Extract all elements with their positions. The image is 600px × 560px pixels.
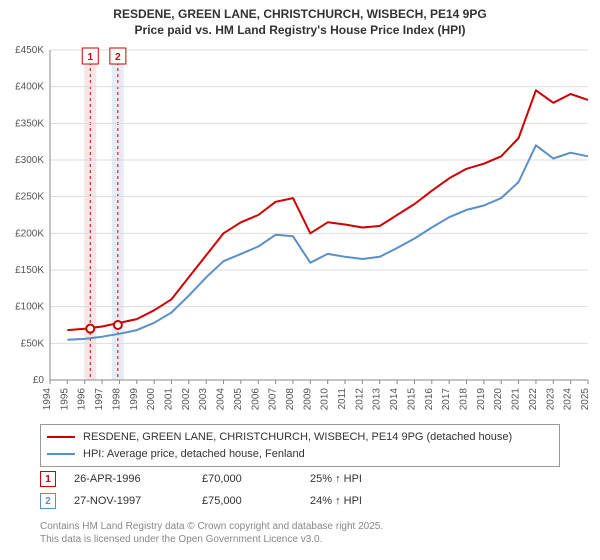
sale-pct-1: 25% ↑ HPI [310, 473, 430, 485]
svg-text:2002: 2002 [181, 388, 192, 411]
svg-text:2013: 2013 [372, 388, 383, 411]
svg-text:£200K: £200K [15, 228, 44, 239]
svg-text:2018: 2018 [459, 388, 470, 411]
svg-text:2022: 2022 [528, 388, 539, 411]
sale-badge-1: 1 [40, 471, 56, 487]
legend-label-hpi: HPI: Average price, detached house, Fenl… [83, 446, 305, 463]
svg-text:2004: 2004 [216, 388, 227, 411]
svg-text:2006: 2006 [250, 388, 261, 411]
sale-row-1: 1 26-APR-1996 £70,000 25% ↑ HPI [40, 468, 560, 490]
sale-date-2: 27-NOV-1997 [74, 495, 184, 507]
svg-text:2023: 2023 [545, 388, 556, 411]
svg-text:£150K: £150K [15, 265, 44, 276]
sale-badge-2: 2 [40, 493, 56, 509]
svg-text:2024: 2024 [563, 388, 574, 411]
legend-swatch-property [47, 436, 75, 438]
svg-text:2017: 2017 [441, 388, 452, 411]
svg-text:£350K: £350K [15, 118, 44, 129]
title-line2: Price paid vs. HM Land Registry's House … [0, 22, 600, 38]
svg-text:1997: 1997 [94, 388, 105, 411]
title-line1: RESDENE, GREEN LANE, CHRISTCHURCH, WISBE… [0, 6, 600, 22]
legend-label-property: RESDENE, GREEN LANE, CHRISTCHURCH, WISBE… [83, 429, 512, 446]
svg-text:£0: £0 [33, 375, 45, 386]
legend-item-property: RESDENE, GREEN LANE, CHRISTCHURCH, WISBE… [47, 429, 553, 446]
footer-line2: This data is licensed under the Open Gov… [40, 533, 560, 546]
svg-text:2: 2 [115, 52, 121, 63]
svg-text:£50K: £50K [21, 338, 45, 349]
svg-text:2021: 2021 [511, 388, 522, 411]
svg-text:£100K: £100K [15, 302, 44, 313]
svg-text:2009: 2009 [302, 388, 313, 411]
svg-text:2003: 2003 [198, 388, 209, 411]
chart-title: RESDENE, GREEN LANE, CHRISTCHURCH, WISBE… [0, 0, 600, 38]
svg-text:2001: 2001 [163, 388, 174, 411]
svg-text:1994: 1994 [42, 388, 53, 411]
svg-text:2019: 2019 [476, 388, 487, 411]
svg-text:£450K: £450K [15, 45, 44, 56]
legend-swatch-hpi [47, 453, 75, 455]
legend-item-hpi: HPI: Average price, detached house, Fenl… [47, 446, 553, 463]
svg-text:2020: 2020 [493, 388, 504, 411]
svg-text:1996: 1996 [77, 388, 88, 411]
price-chart: £0 £50K £100K £150K £200K £250K £300K £350K £400… [6, 44, 594, 414]
svg-text:2025: 2025 [580, 388, 591, 411]
footer-attribution: Contains HM Land Registry data © Crown c… [40, 520, 560, 546]
svg-text:2000: 2000 [146, 388, 157, 411]
sales-list: 1 26-APR-1996 £70,000 25% ↑ HPI 2 27-NOV… [40, 468, 560, 512]
svg-text:2014: 2014 [389, 388, 400, 411]
footer-line1: Contains HM Land Registry data © Crown c… [40, 520, 560, 533]
sale-row-2: 2 27-NOV-1997 £75,000 24% ↑ HPI [40, 490, 560, 512]
svg-text:£300K: £300K [15, 155, 44, 166]
svg-text:2008: 2008 [285, 388, 296, 411]
svg-text:1999: 1999 [129, 388, 140, 411]
svg-text:2007: 2007 [268, 388, 279, 411]
svg-text:1: 1 [87, 52, 93, 63]
sale-date-1: 26-APR-1996 [74, 473, 184, 485]
svg-text:1995: 1995 [59, 388, 70, 411]
svg-text:2015: 2015 [406, 388, 417, 411]
svg-text:1998: 1998 [111, 388, 122, 411]
svg-text:2012: 2012 [354, 388, 365, 411]
svg-text:2005: 2005 [233, 388, 244, 411]
sale-price-2: £75,000 [202, 495, 292, 507]
legend: RESDENE, GREEN LANE, CHRISTCHURCH, WISBE… [40, 424, 560, 467]
svg-text:2016: 2016 [424, 388, 435, 411]
sale-price-1: £70,000 [202, 473, 292, 485]
chart-svg: £0 £50K £100K £150K £200K £250K £300K £350K £400… [6, 44, 594, 414]
svg-text:2010: 2010 [320, 388, 331, 411]
svg-text:£400K: £400K [15, 82, 44, 93]
svg-text:£250K: £250K [15, 192, 44, 203]
svg-text:2011: 2011 [337, 388, 348, 410]
sale-pct-2: 24% ↑ HPI [310, 495, 430, 507]
